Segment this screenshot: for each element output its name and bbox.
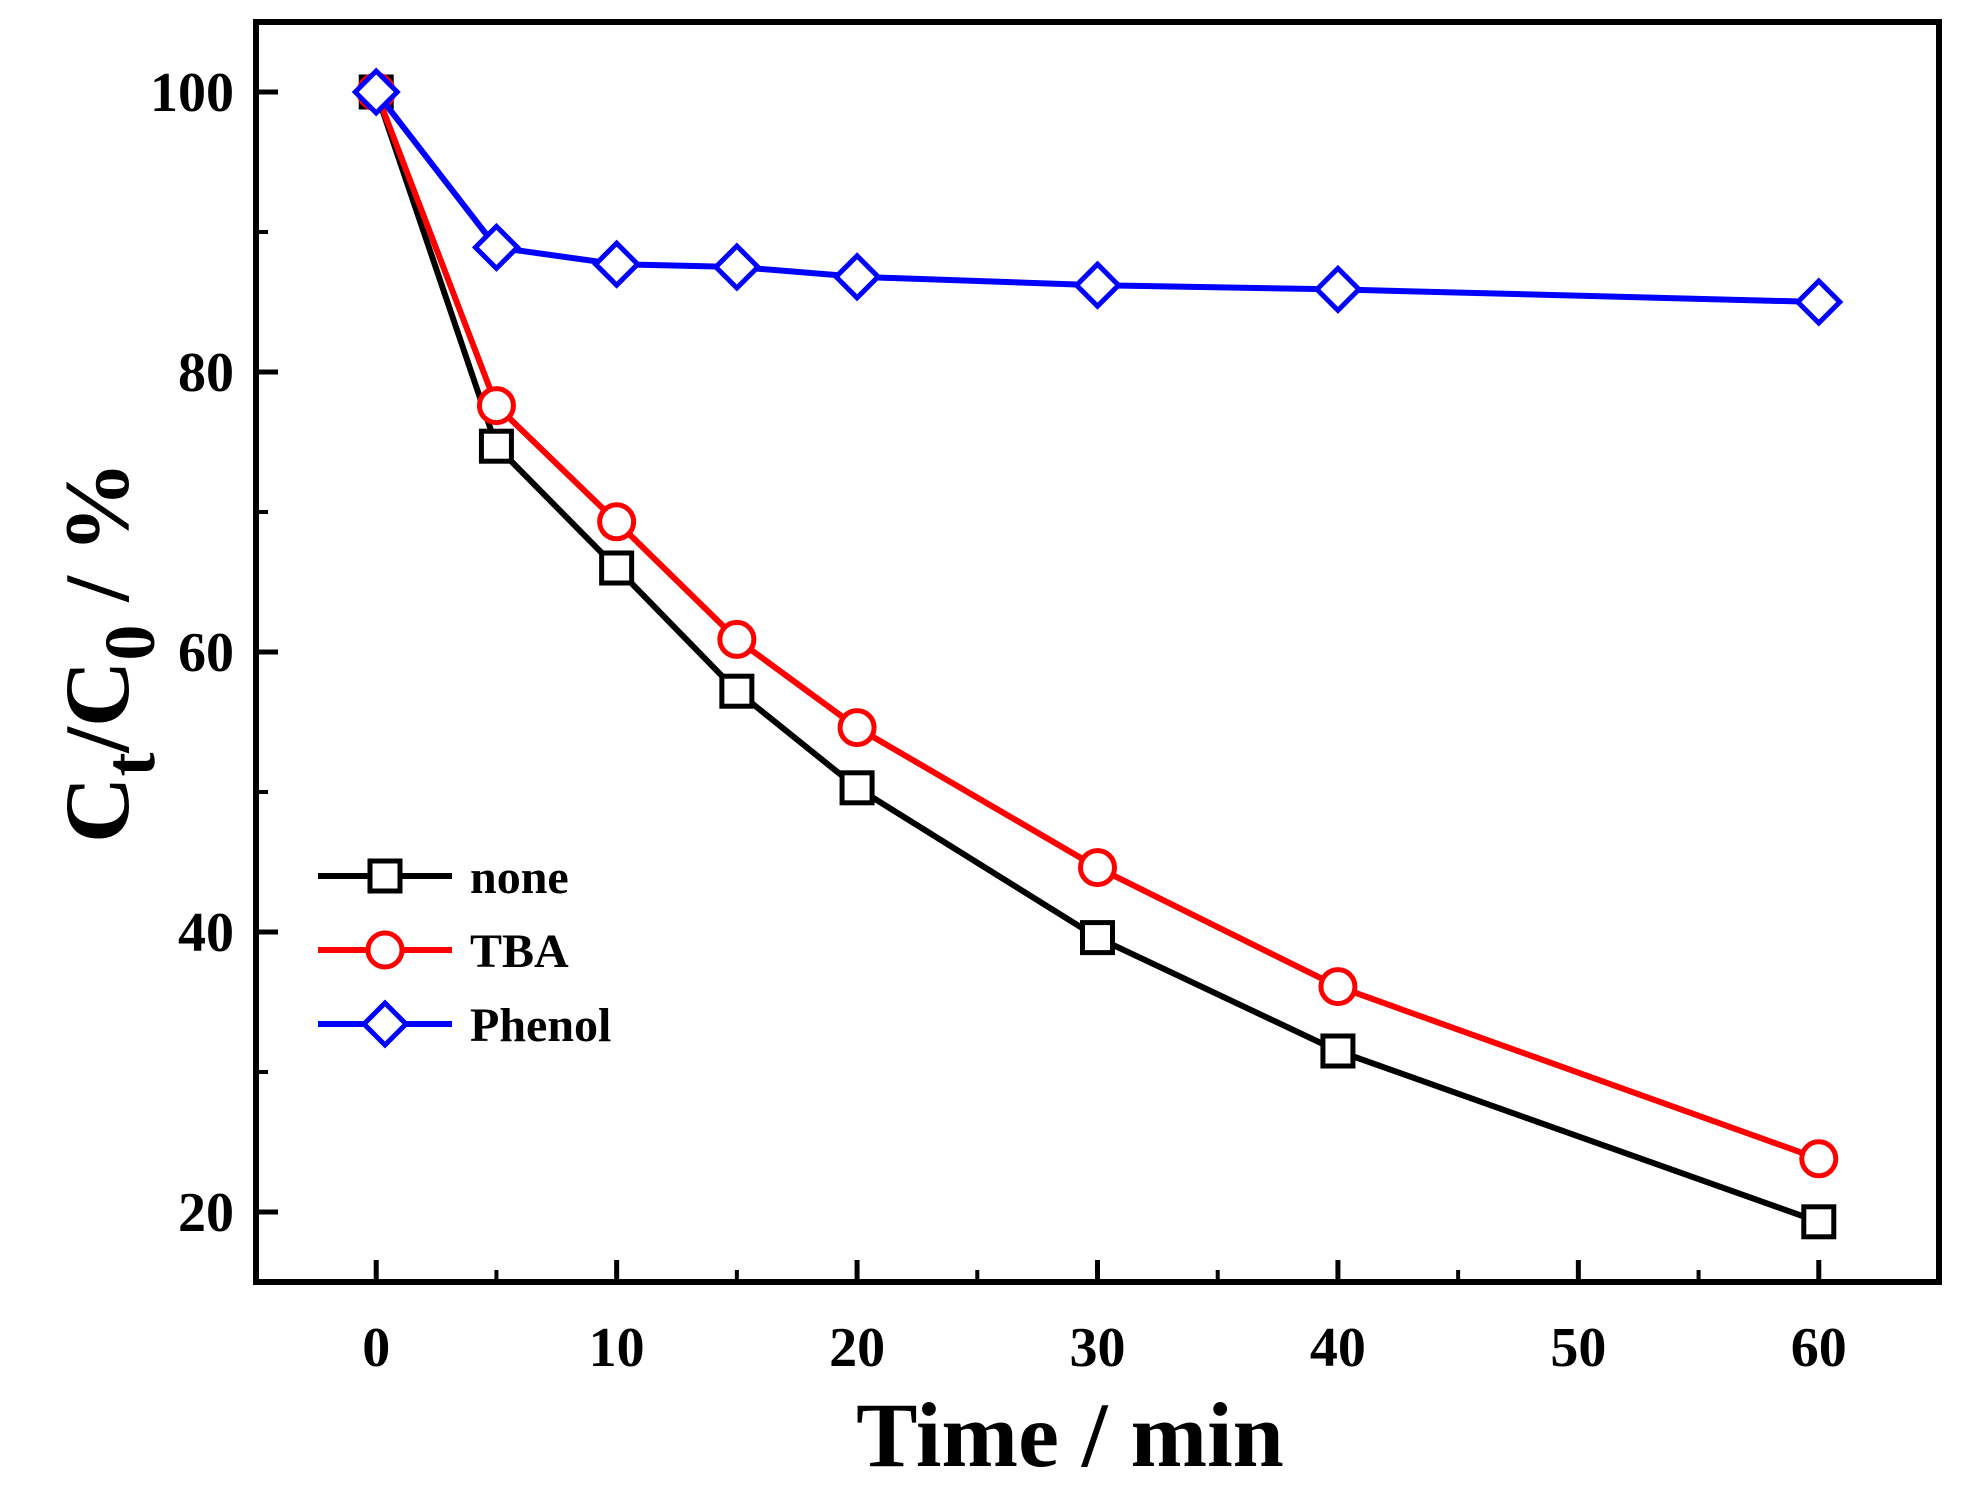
data-point-none [1801, 1204, 1837, 1240]
data-point-none [719, 673, 755, 709]
data-point-phenol [1794, 277, 1844, 327]
y-tick-label: 100 [150, 62, 234, 124]
data-point-tba [1318, 967, 1358, 1007]
data-point-tba [837, 708, 877, 748]
data-point-tba [597, 502, 637, 542]
series-layer [351, 67, 1844, 1240]
y-tick-label: 40 [178, 902, 234, 964]
legend-marker [365, 930, 405, 970]
y-tick-label: 60 [178, 622, 234, 684]
x-tick-label: 40 [1310, 1317, 1366, 1379]
data-point-tba [476, 386, 516, 426]
x-tick-label: 30 [1070, 1317, 1126, 1379]
y-axis-title: Ct/C0 / % [46, 461, 170, 843]
series-phenol [351, 67, 1844, 327]
y-tick-label: 20 [178, 1182, 234, 1244]
legend-label: Phenol [470, 999, 611, 1052]
series-line-tba [373, 90, 1820, 1162]
legend-label: none [470, 851, 569, 904]
data-point-tba [1799, 1139, 1839, 1179]
legend-item-phenol: Phenol [318, 999, 611, 1052]
x-tick-label: 10 [589, 1317, 645, 1379]
x-tick-label: 60 [1791, 1317, 1847, 1379]
x-tick-label: 0 [362, 1317, 390, 1379]
legend-item-tba: TBA [318, 925, 569, 978]
data-point-none [1080, 920, 1115, 956]
y-tick-label: 80 [178, 342, 234, 404]
series-line-none [373, 91, 1820, 1225]
legend-marker [367, 858, 403, 894]
data-point-phenol [351, 67, 401, 117]
legend-marker [360, 999, 410, 1049]
data-point-none [599, 550, 635, 586]
x-axis: 0 10 20 30 40 50 60 [362, 1260, 1847, 1379]
data-point-tba [1078, 848, 1117, 888]
y-axis-title-sub-t: t [90, 753, 170, 777]
x-tick-label: 20 [829, 1317, 885, 1379]
y-axis-title-unit: / % [46, 461, 148, 625]
data-point-phenol [592, 239, 642, 289]
data-point-none [1320, 1033, 1356, 1069]
data-point-phenol [1072, 260, 1123, 310]
data-point-phenol [832, 252, 882, 302]
legend-item-none: none [318, 851, 569, 904]
data-point-none [478, 428, 514, 464]
data-point-phenol [712, 242, 762, 292]
plot-frame [253, 19, 1942, 1285]
x-axis-title: Time / min [856, 1384, 1284, 1486]
x-tick-label: 50 [1550, 1317, 1606, 1379]
data-point-none [839, 770, 875, 806]
y-axis-title-sub-0: 0 [90, 625, 170, 661]
legend: none TBA Phenol [318, 851, 611, 1052]
legend-label: TBA [470, 925, 569, 978]
y-axis: 20 40 60 80 100 [150, 62, 278, 1244]
y-axis-title-c: C [46, 777, 148, 843]
data-point-tba [717, 619, 757, 659]
series-none [358, 74, 1837, 1240]
data-point-phenol [1313, 264, 1363, 314]
data-point-phenol [471, 222, 521, 272]
y-axis-title-c0: /C [46, 661, 148, 754]
